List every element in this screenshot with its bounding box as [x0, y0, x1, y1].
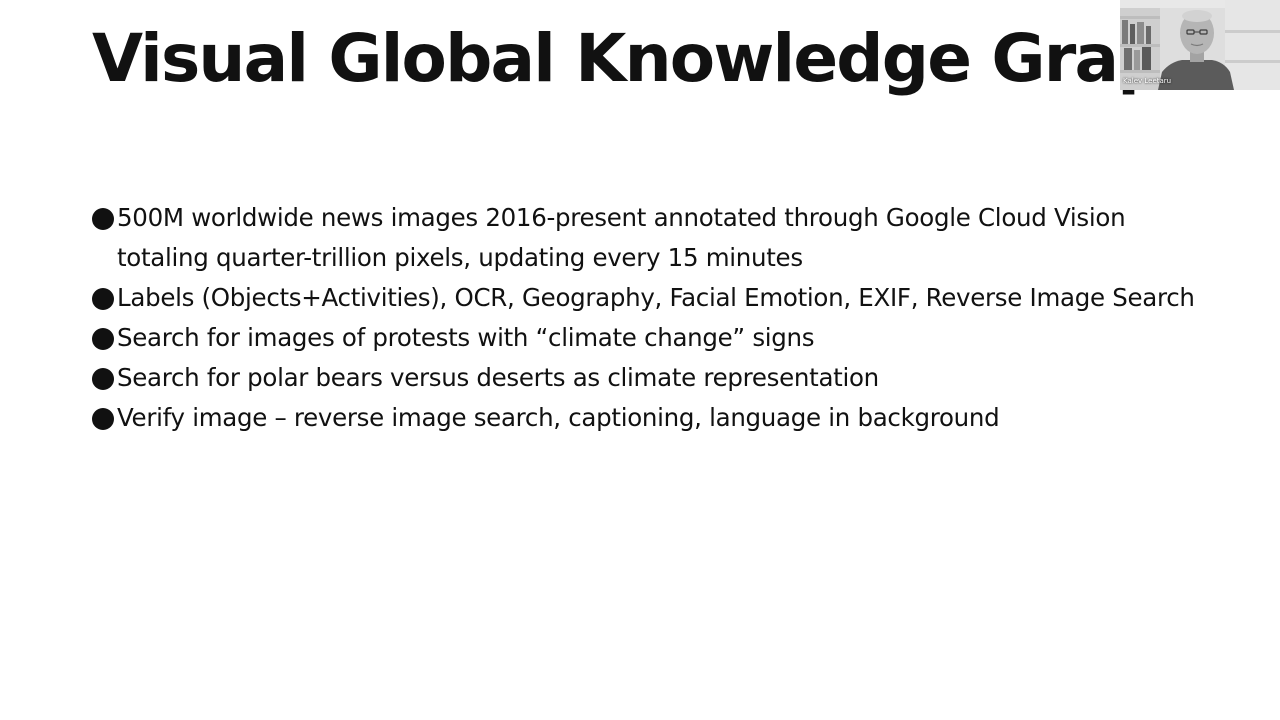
bullet-item: Verify image – reverse image search, cap…	[92, 398, 1212, 438]
slide-title: Visual Global Knowledge Graph	[92, 20, 1210, 97]
bullet-item: Search for polar bears versus deserts as…	[92, 358, 1212, 398]
bullet-dot-icon	[92, 328, 114, 350]
bullet-text: 500M worldwide news images 2016-present …	[117, 203, 1126, 272]
bullet-dot-icon	[92, 368, 114, 390]
participant-name-label: Kalev Leetaru	[1123, 77, 1172, 85]
bullet-item: Labels (Objects+Activities), OCR, Geogra…	[92, 278, 1212, 318]
bullet-text: Labels (Objects+Activities), OCR, Geogra…	[117, 283, 1195, 312]
bullet-text: Search for images of protests with “clim…	[117, 323, 815, 352]
webcam-video-feed	[1120, 0, 1280, 90]
bullet-dot-icon	[92, 208, 114, 230]
webcam-thumbnail[interactable]: Kalev Leetaru	[1120, 0, 1280, 90]
bullet-text: Search for polar bears versus deserts as…	[117, 363, 879, 392]
bullet-item: Search for images of protests with “clim…	[92, 318, 1212, 358]
bullet-item: 500M worldwide news images 2016-present …	[92, 198, 1212, 278]
bullet-list: 500M worldwide news images 2016-present …	[92, 198, 1212, 438]
bullet-dot-icon	[92, 288, 114, 310]
bullet-dot-icon	[92, 408, 114, 430]
bullet-text: Verify image – reverse image search, cap…	[117, 403, 1000, 432]
